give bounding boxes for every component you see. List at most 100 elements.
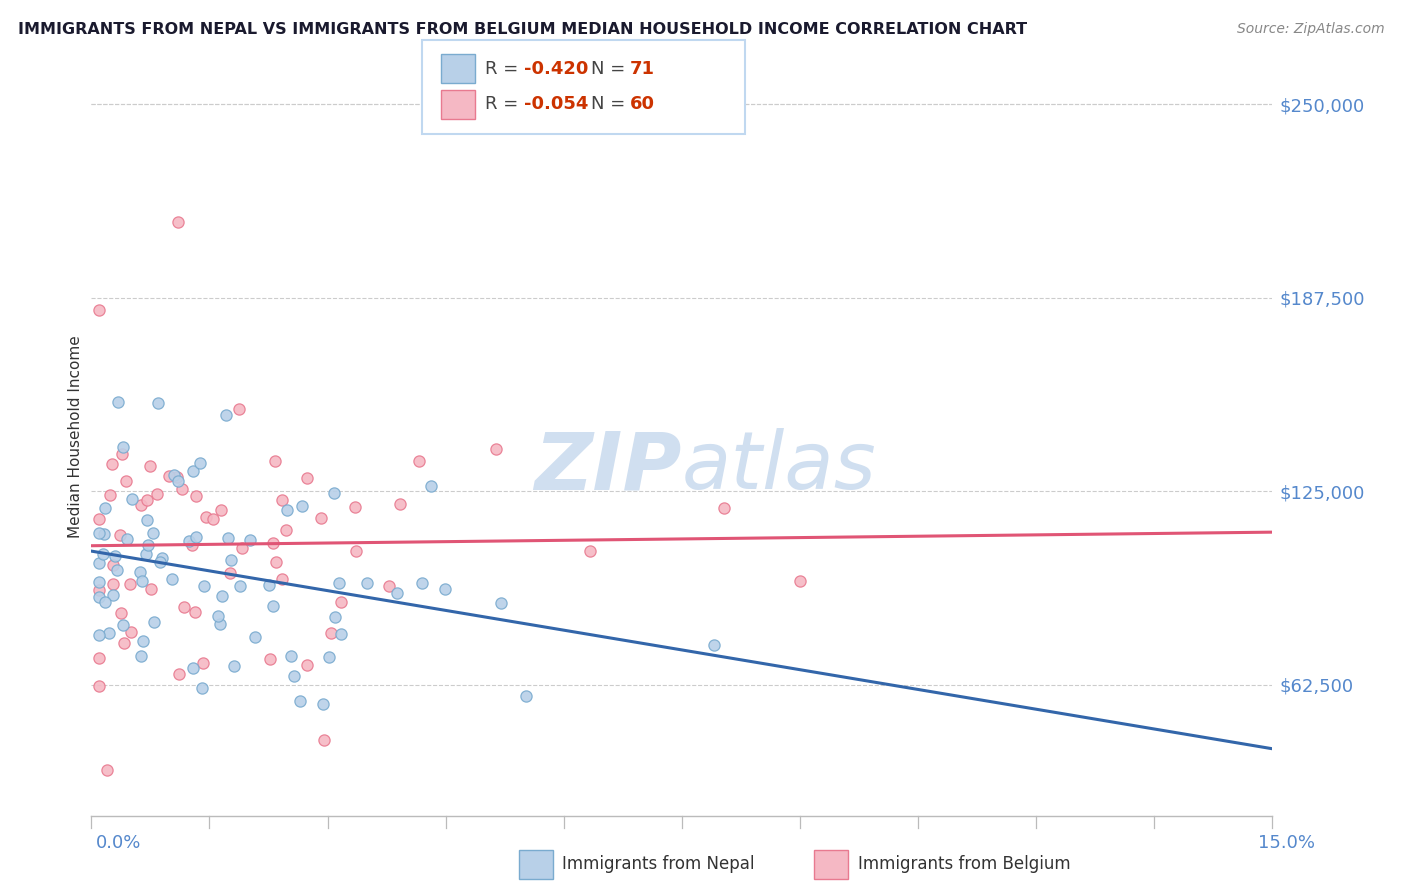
Point [173, 599, 195, 614]
Point [129, 498, 152, 512]
Point [149, 555, 172, 569]
Point [146, 396, 169, 410]
Point [184, 605, 207, 619]
Point [290, 694, 312, 708]
Point [167, 215, 190, 229]
Point [89, 651, 111, 665]
Point [94, 595, 117, 609]
Point [181, 538, 204, 552]
Point [228, 402, 250, 417]
Point [89, 557, 111, 571]
Point [101, 588, 124, 602]
Point [271, 572, 294, 586]
Point [215, 408, 238, 422]
Text: -0.420: -0.420 [524, 60, 589, 78]
Point [262, 599, 284, 614]
Point [104, 549, 127, 563]
Point [117, 533, 139, 547]
Point [145, 487, 167, 501]
Point [209, 503, 232, 517]
Point [188, 456, 211, 470]
Point [245, 630, 267, 644]
Point [157, 468, 180, 483]
Point [356, 576, 378, 591]
Point [274, 523, 297, 537]
Point [489, 596, 512, 610]
Point [111, 618, 134, 632]
Point [101, 457, 124, 471]
Point [330, 627, 353, 641]
Point [89, 582, 111, 597]
Point [322, 485, 344, 500]
Text: ZIP: ZIP [534, 428, 682, 507]
Point [328, 576, 350, 591]
Text: 60: 60 [630, 95, 655, 113]
Point [194, 509, 217, 524]
Point [136, 538, 159, 552]
Point [181, 660, 204, 674]
Point [318, 649, 340, 664]
Point [105, 563, 128, 577]
Point [239, 533, 262, 548]
Text: N =: N = [591, 60, 630, 78]
Point [132, 634, 155, 648]
Text: R =: R = [485, 60, 524, 78]
Point [184, 489, 207, 503]
Point [179, 534, 201, 549]
Text: -0.054: -0.054 [524, 95, 589, 113]
Text: N =: N = [591, 95, 630, 113]
Point [160, 572, 183, 586]
Point [111, 447, 134, 461]
Point [217, 531, 239, 545]
Point [120, 625, 142, 640]
Text: Source: ZipAtlas.com: Source: ZipAtlas.com [1237, 22, 1385, 37]
Point [136, 513, 159, 527]
Point [319, 626, 342, 640]
Point [110, 528, 132, 542]
Y-axis label: Median Household Income: Median Household Income [67, 335, 83, 539]
Text: IMMIGRANTS FROM NEPAL VS IMMIGRANTS FROM BELGIUM MEDIAN HOUSEHOLD INCOME CORRELA: IMMIGRANTS FROM NEPAL VS IMMIGRANTS FROM… [18, 22, 1028, 37]
Point [112, 635, 135, 649]
Point [184, 530, 207, 544]
Point [295, 657, 318, 672]
Point [209, 616, 232, 631]
Point [713, 500, 735, 515]
Point [139, 582, 162, 596]
Point [295, 471, 318, 485]
Point [389, 497, 412, 511]
Point [485, 442, 508, 456]
Point [229, 579, 252, 593]
Point [89, 512, 111, 526]
Point [115, 474, 138, 488]
Point [89, 526, 111, 541]
Text: 15.0%: 15.0% [1257, 834, 1315, 852]
Point [218, 566, 240, 581]
Point [111, 440, 134, 454]
Text: 71: 71 [630, 60, 655, 78]
Point [271, 492, 294, 507]
Point [266, 555, 288, 569]
Point [166, 475, 188, 489]
Point [515, 689, 537, 703]
Point [150, 551, 173, 566]
Text: atlas: atlas [682, 428, 877, 507]
Point [291, 499, 314, 513]
Point [131, 574, 153, 589]
Point [343, 500, 366, 515]
Point [191, 657, 214, 671]
Point [143, 615, 166, 629]
Point [129, 649, 152, 664]
Point [207, 608, 229, 623]
Point [283, 669, 305, 683]
Point [110, 606, 132, 620]
Point [98, 488, 121, 502]
Point [170, 482, 193, 496]
Point [101, 577, 124, 591]
Point [789, 574, 811, 589]
Point [219, 553, 242, 567]
Point [89, 574, 111, 589]
Point [183, 464, 205, 478]
Point [107, 394, 129, 409]
Point [262, 536, 284, 550]
Point [89, 680, 111, 694]
